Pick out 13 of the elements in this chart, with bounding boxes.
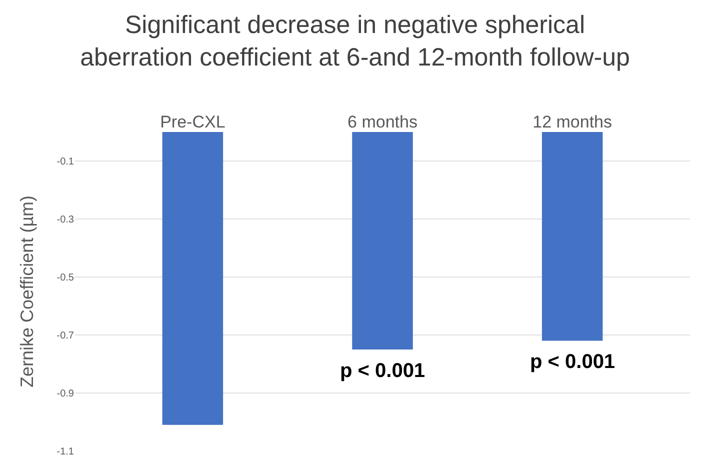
x-tick-label: Pre-CXL (160, 112, 226, 132)
annotation: p < 0.001 (530, 351, 616, 373)
y-tick-label: -0.9 (56, 388, 74, 400)
y-tick-label: -0.7 (56, 330, 74, 342)
x-tick-label: 6 months (348, 112, 418, 132)
y-tick-label: -1.1 (56, 446, 74, 458)
y-axis-title: Zernike Coefficient (µm) (16, 195, 37, 388)
annotation: p < 0.001 (340, 360, 426, 382)
chart-title: Significant decrease in negative spherical aberration coefficient at 6-and 12-month follow-up (80, 11, 630, 72)
y-tick-label: -0.1 (56, 156, 74, 168)
y-tick-label: -0.5 (56, 272, 74, 284)
x-tick-label: 12 months (532, 112, 612, 132)
y-tick-label: -0.3 (56, 214, 74, 226)
